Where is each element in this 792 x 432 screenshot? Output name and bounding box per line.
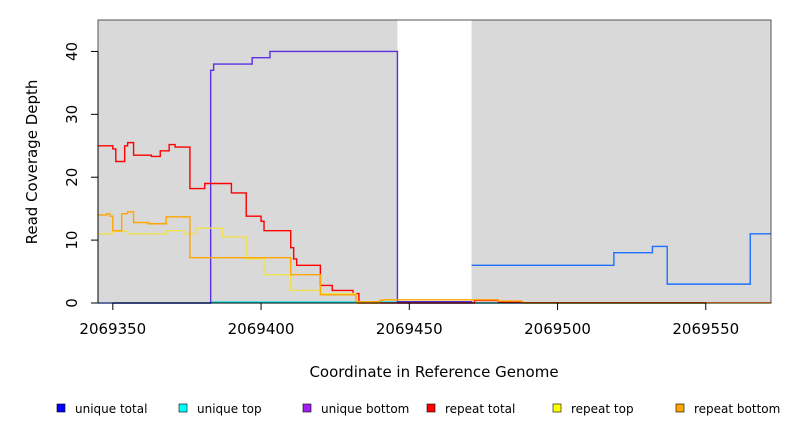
axes-layer: 2069350 2069400 2069450 2069500 2069550 0 10 20…: [63, 42, 739, 338]
series-unique-bottom: [98, 50, 473, 304]
y-tick-label: 30: [63, 105, 81, 124]
legend-label: repeat total: [445, 402, 515, 416]
y-tick-label: 10: [63, 231, 81, 250]
x-tick-label: 2069500: [524, 320, 591, 338]
legend: unique total unique top unique bottom repea…: [56, 402, 780, 416]
y-tick-label: 40: [63, 42, 81, 61]
series-repeat-bottom: [98, 211, 771, 304]
x-tick-label: 2069350: [79, 320, 146, 338]
y-axis-title: Read Coverage Depth: [23, 80, 41, 245]
legend-label: unique bottom: [321, 402, 409, 416]
legend-swatch: [302, 403, 312, 413]
series-repeat-top: [98, 227, 380, 304]
y-tick-label: 20: [63, 168, 81, 187]
x-tick-label: 2069400: [228, 320, 295, 338]
legend-swatch: [178, 403, 188, 413]
unshaded-region-0: [397, 20, 472, 303]
y-tick-label: 0: [63, 298, 81, 308]
x-axis-title: Coordinate in Reference Genome: [309, 363, 558, 381]
legend-swatch: [56, 403, 66, 413]
legend-swatch: [675, 403, 685, 413]
series-unique-total: [471, 233, 771, 285]
x-tick-label: 2069450: [376, 320, 443, 338]
x-tick-label: 2069550: [672, 320, 739, 338]
legend-label: unique top: [197, 402, 262, 416]
legend-label: repeat top: [571, 402, 634, 416]
legend-swatch: [426, 403, 436, 413]
plot-background: [98, 20, 771, 303]
legend-swatch: [552, 403, 562, 413]
legend-label: unique total: [75, 402, 147, 416]
legend-label: repeat bottom: [694, 402, 780, 416]
